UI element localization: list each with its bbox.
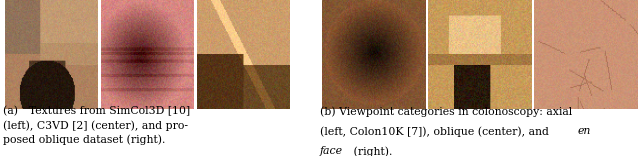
Text: en: en (577, 126, 591, 136)
Text: (a) Textures from SimCol3D [10]
(left), C3VD [2] (center), and pro-
posed obliqu: (a) Textures from SimCol3D [10] (left), … (3, 106, 190, 145)
Text: (left, Colon10K [7]), oblique (center), and: (left, Colon10K [7]), oblique (center), … (320, 126, 552, 137)
Text: (b) Viewpoint categories in colonoscopy: axial: (b) Viewpoint categories in colonoscopy:… (320, 106, 572, 117)
Text: face: face (320, 146, 343, 156)
Text: (right).: (right). (350, 146, 393, 156)
